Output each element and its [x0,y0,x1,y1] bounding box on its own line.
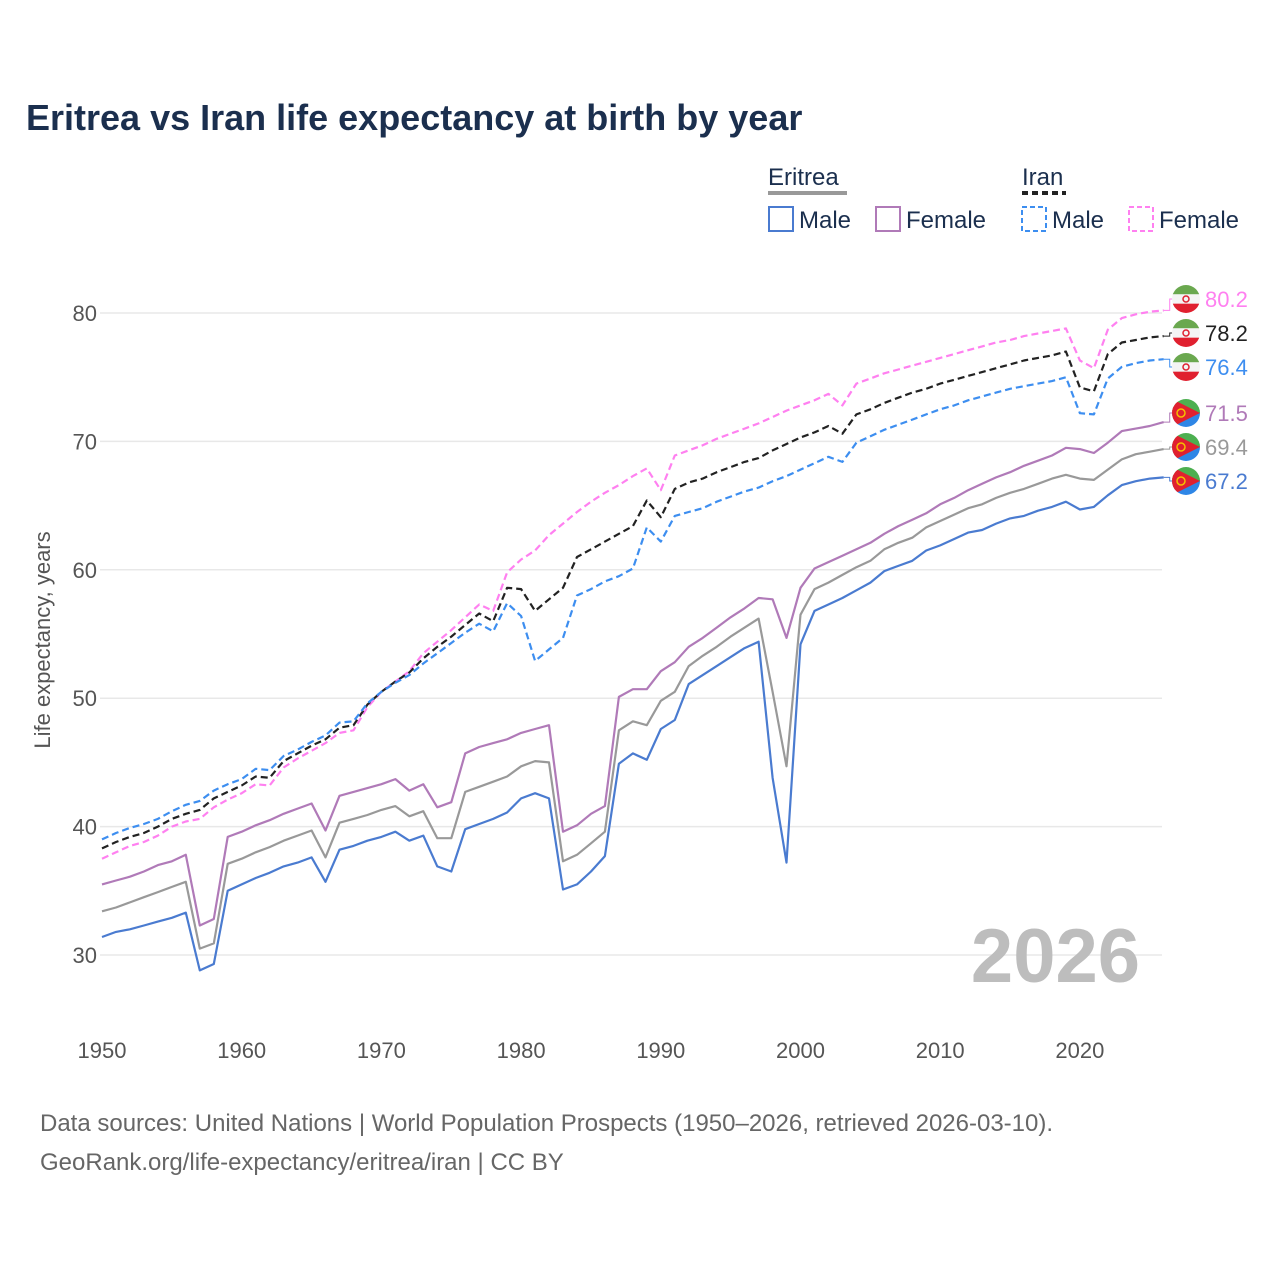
x-tick-label: 2020 [1055,1038,1104,1063]
end-value-label: 69.4 [1205,435,1248,460]
legend-eritrea-female[interactable]: Female [906,207,986,234]
series-line-iran-male [101,358,1164,841]
end-value-label: 67.2 [1205,469,1248,494]
x-axis-ticks: 1950 1960 1970 1980 1990 2000 2010 2020 [78,1038,1105,1063]
y-axis-ticks: 30 40 50 60 70 80 [73,301,97,968]
eritrea-flag-icon [1172,467,1200,495]
x-tick-label: 1980 [497,1038,546,1063]
legend-eritrea-female-swatch [875,206,901,232]
gridlines [100,312,1162,956]
legend-iran-female[interactable]: Female [1159,207,1239,234]
y-axis-label: Life expectancy, years [30,531,55,748]
legend-eritrea-male[interactable]: Male [799,207,851,234]
x-tick-label: 2000 [776,1038,825,1063]
legend-group-eritrea[interactable]: Eritrea [768,164,839,191]
legend: Eritrea Male Female Iran Male Female [768,164,1239,234]
series-line-iran-female [101,309,1164,860]
y-tick-label: 60 [73,558,97,583]
iran-flag-icon [1172,319,1200,347]
y-tick-label: 30 [73,943,97,968]
y-tick-label: 70 [73,429,97,454]
series-line-eritrea [101,448,1164,950]
end-labels: 80.2 78.2 76.4 71.5 69.4 67.2 [1163,285,1248,495]
series-lines [101,309,1164,972]
end-value-label: 80.2 [1205,287,1248,312]
end-value-label: 71.5 [1205,401,1248,426]
x-tick-label: 1960 [217,1038,266,1063]
source-line-2[interactable]: GeoRank.org/life-expectancy/eritrea/iran… [40,1149,564,1176]
eritrea-flag-icon [1172,399,1200,427]
y-tick-label: 40 [73,815,97,840]
legend-iran-female-swatch [1128,206,1154,232]
iran-flag-icon [1172,353,1200,381]
y-tick-label: 50 [73,686,97,711]
x-tick-label: 1950 [78,1038,127,1063]
legend-eritrea-male-swatch [768,206,794,232]
legend-group-iran[interactable]: Iran [1022,164,1063,191]
legend-iran-male[interactable]: Male [1052,207,1104,234]
end-value-label: 76.4 [1205,355,1248,380]
chart-title: Eritrea vs Iran life expectancy at birth… [26,97,802,138]
legend-iran-male-swatch [1021,206,1047,232]
y-tick-label: 80 [73,301,97,326]
x-tick-label: 1970 [357,1038,406,1063]
x-tick-label: 1990 [636,1038,685,1063]
series-line-iran [101,335,1164,850]
year-watermark: 2026 [971,914,1140,999]
end-value-label: 78.2 [1205,321,1248,346]
x-tick-label: 2010 [916,1038,965,1063]
eritrea-flag-icon [1172,433,1200,461]
series-line-eritrea-female [101,421,1164,927]
iran-flag-icon [1172,285,1200,313]
source-line-1: Data sources: United Nations | World Pop… [40,1110,1053,1137]
series-line-eritrea-male [101,476,1164,972]
